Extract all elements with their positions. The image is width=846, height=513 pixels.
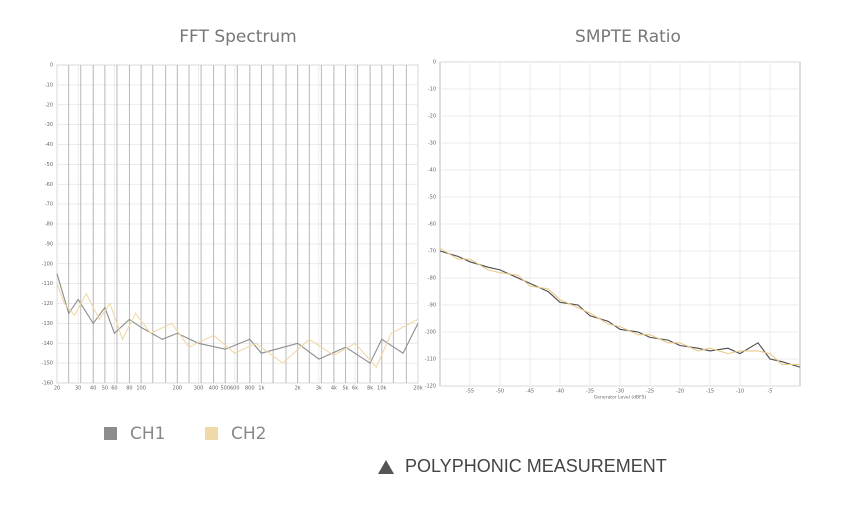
- y-tick-label: -100: [425, 330, 436, 336]
- legend-label: CH2: [231, 424, 266, 444]
- x-tick-label: 400: [209, 386, 219, 392]
- x-tick-label: 1k: [258, 386, 264, 392]
- legend-swatch: [104, 427, 117, 440]
- x-tick-label: 600: [230, 386, 240, 392]
- series-line: [439, 247, 800, 365]
- y-tick-label: -40: [428, 168, 436, 174]
- y-tick-label: -130: [42, 321, 53, 327]
- y-tick-label: -160: [42, 381, 53, 387]
- x-tick-label: -5: [768, 389, 773, 395]
- y-tick-label: -20: [428, 114, 436, 120]
- y-tick-label: -60: [428, 222, 436, 228]
- y-tick-label: 0: [50, 63, 53, 69]
- y-tick-label: -90: [45, 241, 53, 247]
- x-tick-label: -45: [526, 389, 534, 395]
- series-line: [56, 273, 419, 364]
- x-tick-label: 10k: [377, 386, 386, 392]
- y-tick-label: 0: [433, 60, 436, 66]
- x-tick-label: 50: [102, 386, 108, 392]
- series-line: [56, 283, 419, 369]
- series-line: [439, 250, 801, 368]
- x-tick-label: 300: [194, 386, 204, 392]
- chart-title: FFT Spectrum: [179, 27, 296, 47]
- y-tick-label: -120: [42, 301, 53, 307]
- x-tick-label: -30: [616, 389, 624, 395]
- x-tick-label: 200: [173, 386, 183, 392]
- chart-title: SMPTE Ratio: [575, 27, 681, 47]
- x-tick-label: 8k: [367, 386, 373, 392]
- x-tick-label: -50: [496, 389, 504, 395]
- x-tick-label: 60: [111, 386, 117, 392]
- y-tick-label: -30: [428, 141, 436, 147]
- y-tick-label: -70: [45, 202, 53, 208]
- legend-label: CH1: [130, 424, 165, 444]
- x-tick-label: -10: [736, 389, 744, 395]
- y-tick-label: -120: [425, 384, 436, 390]
- x-tick-label: 3k: [316, 386, 322, 392]
- y-tick-label: -110: [425, 357, 436, 363]
- y-tick-label: -80: [428, 276, 436, 282]
- y-tick-label: -30: [45, 122, 53, 128]
- x-tick-label: 80: [126, 386, 132, 392]
- x-tick-label: 800: [245, 386, 255, 392]
- x-tick-label: 40: [90, 386, 96, 392]
- x-tick-label: -35: [586, 389, 594, 395]
- y-tick-label: -90: [428, 303, 436, 309]
- y-tick-label: -100: [42, 261, 53, 267]
- y-tick-label: -60: [45, 182, 53, 188]
- x-tick-label: 20k: [413, 386, 422, 392]
- y-tick-label: -140: [42, 341, 53, 347]
- x-tick-label: -20: [676, 389, 684, 395]
- x-tick-label: 30: [75, 386, 81, 392]
- y-tick-label: -10: [428, 87, 436, 93]
- y-tick-label: -110: [42, 281, 53, 287]
- x-tick-label: 5k: [343, 386, 349, 392]
- x-tick-label: 20: [54, 386, 60, 392]
- y-tick-label: -10: [45, 82, 53, 88]
- caption-icon: [378, 460, 394, 474]
- x-tick-label: -40: [556, 389, 564, 395]
- x-tick-label: -55: [466, 389, 474, 395]
- y-tick-label: -50: [428, 195, 436, 201]
- x-tick-label: 2k: [295, 386, 301, 392]
- x-tick-label: 4k: [331, 386, 337, 392]
- x-axis-label: Generator Level (dBFS): [594, 395, 647, 401]
- y-tick-label: -80: [45, 222, 53, 228]
- legend-swatch: [205, 427, 218, 440]
- y-tick-label: -20: [45, 102, 53, 108]
- x-tick-label: 6k: [352, 386, 358, 392]
- y-tick-label: -40: [45, 142, 53, 148]
- x-tick-label: 500: [220, 386, 230, 392]
- x-tick-label: -15: [706, 389, 714, 395]
- x-tick-label: 100: [136, 386, 146, 392]
- y-tick-label: -150: [42, 361, 53, 367]
- caption: POLYPHONIC MEASUREMENT: [405, 456, 667, 476]
- y-tick-label: -70: [428, 249, 436, 255]
- x-tick-label: -25: [646, 389, 654, 395]
- y-tick-label: -50: [45, 162, 53, 168]
